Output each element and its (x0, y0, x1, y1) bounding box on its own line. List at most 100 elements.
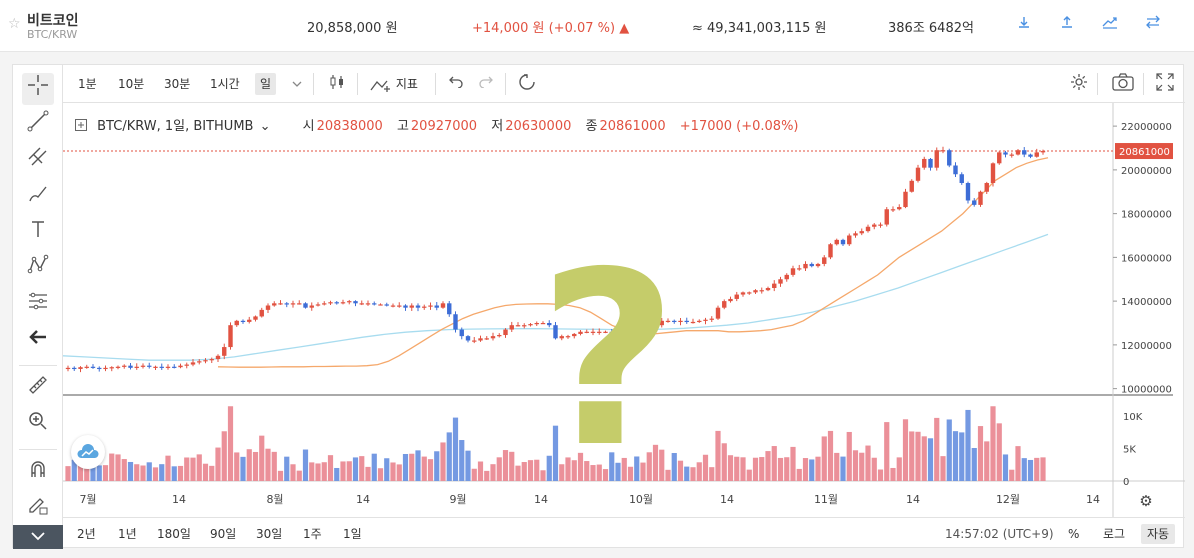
range-1y[interactable]: 1년 (118, 527, 137, 541)
price-chart[interactable]: 22000000 20000000 18000000 16000000 14000000… (63, 103, 1185, 517)
volume-bar (834, 452, 840, 481)
interval-30m[interactable]: 30분 (164, 77, 191, 91)
candle-body (815, 263, 821, 267)
trend-icon[interactable] (1099, 15, 1121, 37)
interval-1m[interactable]: 1분 (78, 77, 97, 91)
candle-body (972, 200, 977, 205)
candle-body (934, 150, 939, 168)
volume-bar (996, 423, 1002, 481)
volume-bar (840, 456, 846, 481)
candle-body (915, 167, 921, 181)
download-icon[interactable] (1013, 15, 1035, 37)
volume-bar (471, 468, 477, 481)
volume-bar (102, 465, 109, 481)
candle-body (403, 305, 408, 308)
legend-chevron-icon[interactable]: ⌄ (259, 119, 271, 134)
candle-body (690, 321, 696, 324)
volume-bar (334, 467, 340, 481)
range-1d[interactable]: 1일 (343, 527, 362, 541)
candle-body (628, 332, 633, 335)
legend-symbol[interactable]: BTC/KRW, 1일, BITHUMB (97, 119, 254, 134)
volume-bar (552, 425, 559, 481)
undo-icon[interactable] (443, 73, 469, 95)
volume-bar (271, 451, 277, 481)
candle-body (490, 336, 496, 339)
candle-body (328, 302, 333, 304)
volume-bar (565, 457, 571, 481)
volume-bar (984, 441, 990, 481)
volume-bar (77, 456, 84, 481)
crosshair-icon[interactable] (22, 73, 54, 105)
volume-bar (440, 442, 446, 481)
candle-body (553, 325, 558, 339)
range-2y[interactable]: 2년 (77, 527, 96, 541)
zoom-in-icon[interactable] (22, 409, 54, 441)
interval-10m[interactable]: 10분 (118, 77, 145, 91)
chart-logo-badge[interactable] (71, 435, 105, 469)
fullscreen-icon[interactable] (1151, 73, 1179, 95)
candle-body (1028, 154, 1033, 157)
indicators-button[interactable]: 지표 (365, 73, 423, 95)
drawing-toolbar (13, 65, 63, 549)
swap-icon[interactable] (1142, 15, 1164, 37)
candle-body (1040, 151, 1046, 153)
candle-body (440, 303, 446, 308)
volume-bar (196, 454, 202, 481)
auto-toggle[interactable]: 자동 (1141, 524, 1176, 544)
volume-bar (84, 457, 90, 481)
percent-toggle[interactable]: % (1068, 527, 1080, 541)
ma-short-line (217, 157, 1049, 368)
volume-bar (902, 419, 909, 481)
ruler-icon[interactable] (22, 373, 54, 405)
range-180d[interactable]: 180일 (157, 527, 191, 541)
favorite-star-icon[interactable]: ☆ (8, 16, 21, 32)
magnet-icon[interactable] (22, 457, 54, 489)
camera-icon[interactable] (1107, 73, 1139, 95)
fib-retracement-icon[interactable] (22, 289, 54, 321)
range-1w[interactable]: 1주 (303, 527, 322, 541)
candle-body (597, 331, 602, 333)
candle-body (834, 239, 839, 245)
pitchfork-icon[interactable] (22, 145, 54, 177)
interval-1d[interactable]: 일 (255, 73, 277, 95)
upload-icon[interactable] (1056, 15, 1078, 37)
time-tick-label: 10월 (629, 493, 653, 506)
candle-body (140, 365, 146, 367)
price-tick-label: 10000000 (1121, 385, 1172, 396)
candle-body (722, 301, 727, 308)
trendline-icon[interactable] (22, 109, 54, 141)
lock-pen-icon[interactable] (22, 493, 54, 525)
back-arrow-icon[interactable] (22, 325, 54, 357)
time-tick-label: 14 (172, 493, 186, 506)
candlestick-type-icon[interactable] (323, 73, 351, 95)
candle-body (197, 361, 202, 363)
volume-bar (90, 459, 96, 481)
pattern-icon[interactable] (22, 253, 54, 285)
range-90d[interactable]: 90일 (210, 527, 237, 541)
volume-bar (802, 458, 809, 481)
log-toggle[interactable]: 로그 (1103, 527, 1126, 541)
brush-icon[interactable] (22, 181, 54, 213)
interval-dropdown-chevron-icon[interactable] (287, 73, 307, 95)
candle-body (178, 365, 183, 368)
candle-body (522, 325, 527, 327)
range-30d[interactable]: 30일 (256, 527, 283, 541)
volume-bar (965, 409, 971, 481)
text-tool-icon[interactable] (22, 217, 54, 249)
volume-bar (152, 467, 159, 481)
candle-body (1034, 152, 1039, 157)
redo-icon[interactable] (473, 73, 499, 95)
settings-gear-icon[interactable] (1065, 73, 1093, 95)
candlesticks (65, 146, 1046, 373)
volume-bar (709, 467, 715, 481)
chart-axes: 22000000 20000000 18000000 16000000 14000000… (79, 122, 1173, 510)
interval-1h[interactable]: 1시간 (210, 77, 240, 91)
collapse-chevron-icon[interactable] (13, 525, 63, 549)
candle-body (809, 263, 814, 267)
candle-body (478, 338, 483, 341)
last-price-badge (1115, 143, 1173, 160)
axis-settings-icon: ⚙ (1139, 492, 1152, 510)
question-mark-overlay: ? (538, 220, 677, 500)
refresh-icon[interactable] (513, 73, 541, 95)
legend-expand-icon[interactable] (75, 118, 87, 135)
